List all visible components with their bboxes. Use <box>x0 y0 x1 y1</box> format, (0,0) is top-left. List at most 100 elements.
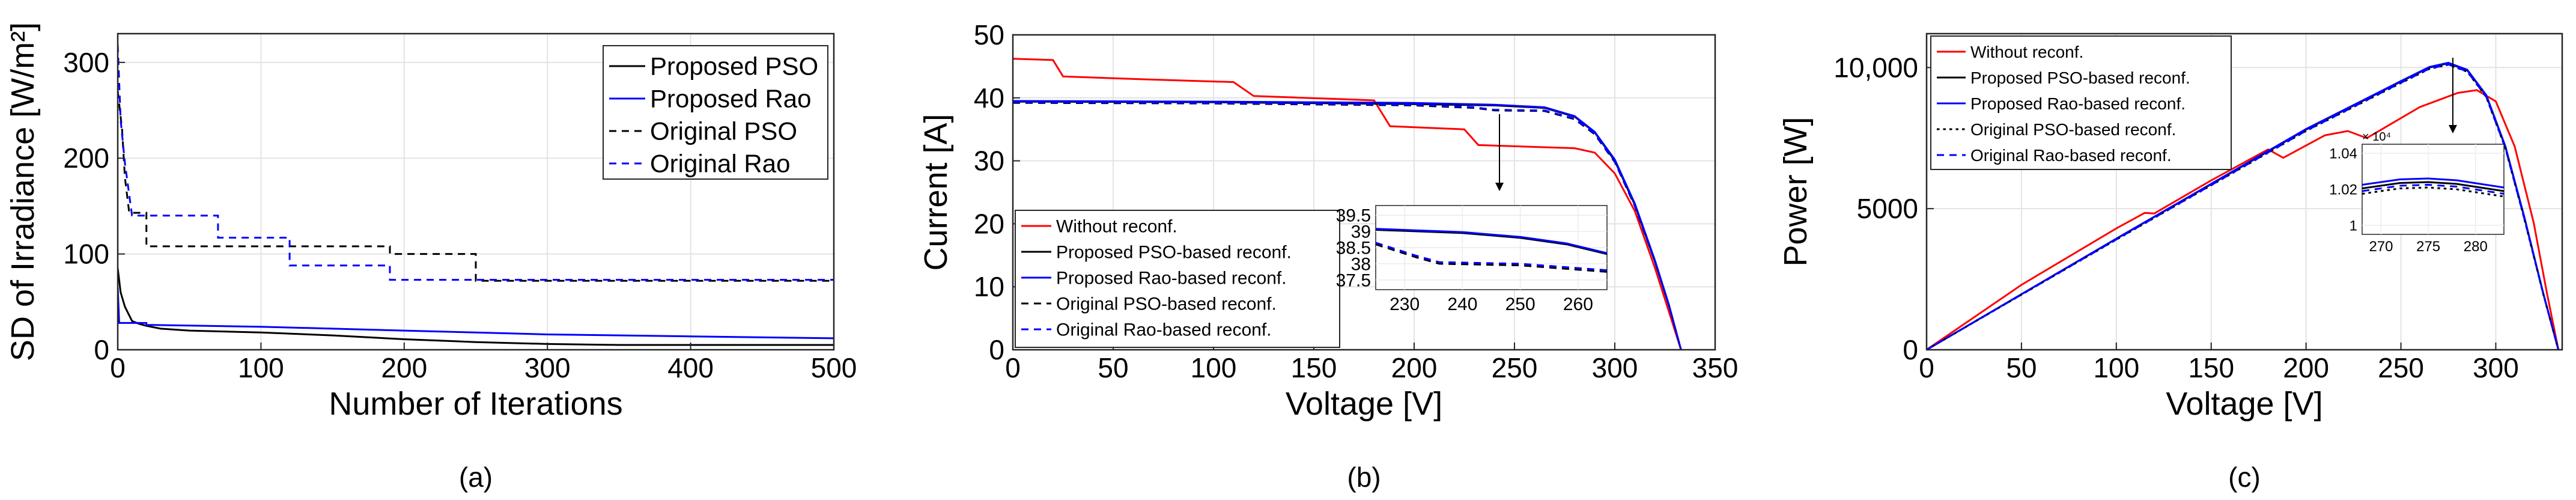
legend-entry: Original PSO <box>650 117 797 145</box>
legend-entry: Original Rao <box>650 150 790 178</box>
x-tick-label: 100 <box>2093 352 2139 383</box>
axes-box <box>1012 34 1716 351</box>
x-tick-label: 0 <box>1005 352 1021 383</box>
chart-panel-b: 0 50 100 150 200 250 300 350 0 10 20 30 40 50 Voltage … <box>918 19 1738 493</box>
legend-entry: Proposed Rao <box>650 85 812 113</box>
y-tick-label: 0 <box>989 334 1004 365</box>
x-tick-label: 200 <box>1391 352 1438 383</box>
y-axis-title: Power [W] <box>1778 117 1814 266</box>
inset-series-line <box>1376 242 1607 272</box>
y-tick-label: 10 <box>974 271 1004 302</box>
x-tick-label: 100 <box>238 352 284 383</box>
inset-x-tick-label: 270 <box>2369 239 2393 255</box>
x-tick-label: 300 <box>2473 352 2519 383</box>
x-tick-label: 500 <box>811 352 857 383</box>
x-tick-label: 0 <box>1919 352 1934 383</box>
legend-box <box>1930 35 2232 170</box>
legend-entry: Proposed Rao-based reconf. <box>1970 94 2186 113</box>
legend-entry: Without reconf. <box>1970 43 2083 61</box>
chart-panel-c: 0 50 100 150 200 250 300 0 5000 10,000 Voltage [V]… <box>1778 32 2563 493</box>
inset-series-line <box>1376 243 1607 273</box>
x-tick-label: 250 <box>1492 352 1538 383</box>
y-axis-title: Current [A] <box>918 114 954 270</box>
inset-series-line <box>1376 228 1607 255</box>
y-tick-label: 30 <box>974 145 1004 177</box>
inset-y-tick-label: 1.02 <box>2329 181 2357 198</box>
legend: Proposed PSO Proposed Rao Original PSO Orig… <box>603 45 828 180</box>
x-tick-label: 0 <box>110 352 126 383</box>
x-tick-label: 150 <box>2188 352 2234 383</box>
inset-series-line <box>2362 181 2504 192</box>
legend: Without reconf. Proposed PSO-based reconf… <box>1930 35 2232 170</box>
inset-plot: 270 275 280 1 1.02 1.04 × 10⁴ <box>2329 58 2505 255</box>
x-tick-label: 200 <box>2283 352 2329 383</box>
x-tick-label: 100 <box>1191 352 1237 383</box>
legend-entry: Original Rao-based reconf. <box>1970 146 2172 165</box>
x-tick-label: 250 <box>2378 352 2424 383</box>
series-line <box>118 91 834 282</box>
legend-entry: Proposed Rao-based reconf. <box>1056 269 1287 288</box>
y-tick-label: 0 <box>1903 334 1918 365</box>
y-tick-label: 10,000 <box>1833 52 1918 83</box>
x-tick-label: 300 <box>1592 352 1638 383</box>
legend-entry: Without reconf. <box>1056 217 1177 237</box>
x-tick-label: 350 <box>1692 352 1739 383</box>
y-tick-label: 300 <box>63 47 109 78</box>
y-tick-label: 200 <box>63 142 109 174</box>
inset-y-tick-label: 38.5 <box>1336 239 1371 258</box>
panel-label: (c) <box>2228 462 2261 493</box>
inset-series-line <box>2362 183 2504 195</box>
inset-x-tick-label: 280 <box>2464 239 2488 255</box>
y-tick-label: 50 <box>974 19 1004 50</box>
inset-x-tick-label: 260 <box>1563 294 1593 314</box>
inset-series-line <box>2362 177 2504 189</box>
x-axis-title: Voltage [V] <box>2166 386 2322 422</box>
inset-x-tick-label: 275 <box>2416 239 2440 255</box>
series-line <box>1927 63 2560 350</box>
legend-entry: Original PSO-based reconf. <box>1056 294 1277 314</box>
inset-y-tick-label: 1 <box>2350 218 2357 234</box>
legend-box <box>603 45 828 180</box>
x-tick-label: 300 <box>524 352 571 383</box>
legend-entry: Proposed PSO-based reconf. <box>1056 243 1292 263</box>
inset-y-tick-label: 1.04 <box>2329 145 2357 162</box>
series-line <box>1013 58 1682 350</box>
y-tick-label: 0 <box>94 334 109 365</box>
series-line <box>1927 89 2560 350</box>
x-tick-label: 50 <box>1098 352 1128 383</box>
legend-entry: Original PSO-based reconf. <box>1970 120 2176 139</box>
inset-x-tick-label: 250 <box>1505 294 1536 314</box>
panel-label: (a) <box>459 462 493 493</box>
series-line <box>118 287 834 340</box>
x-tick-label: 400 <box>667 352 714 383</box>
x-tick-label: 50 <box>2006 352 2037 383</box>
inset-series-line <box>2362 186 2504 198</box>
x-tick-label: 150 <box>1291 352 1337 383</box>
zoom-arrow-head <box>2449 125 2457 133</box>
y-tick-label: 40 <box>974 82 1004 114</box>
axes-box <box>117 32 835 351</box>
legend-box <box>1015 210 1340 348</box>
zoom-arrow-head <box>1495 183 1504 191</box>
inset-y-tick-label: 39 <box>1351 222 1371 242</box>
inset-series-line <box>1376 228 1607 254</box>
y-tick-label: 20 <box>974 208 1004 239</box>
x-axis-title: Number of Iterations <box>329 386 622 422</box>
axes-box <box>1925 32 2563 351</box>
legend-entry: Proposed PSO-based reconf. <box>1970 69 2190 87</box>
legend-entry: Proposed PSO <box>650 52 818 81</box>
legend: Without reconf. Proposed PSO-based reconf… <box>1015 210 1340 348</box>
inset-exponent-label: × 10⁴ <box>2362 130 2391 144</box>
inset-x-tick-label: 240 <box>1447 294 1477 314</box>
inset-y-tick-label: 38 <box>1351 254 1371 274</box>
series-line <box>118 268 834 346</box>
y-tick-label: 5000 <box>1857 193 1918 224</box>
legend-entry: Original Rao-based reconf. <box>1056 320 1272 340</box>
panel-label: (b) <box>1347 462 1381 493</box>
y-tick-label: 100 <box>63 239 109 270</box>
inset-x-tick-label: 230 <box>1390 294 1420 314</box>
x-tick-label: 200 <box>381 352 427 383</box>
